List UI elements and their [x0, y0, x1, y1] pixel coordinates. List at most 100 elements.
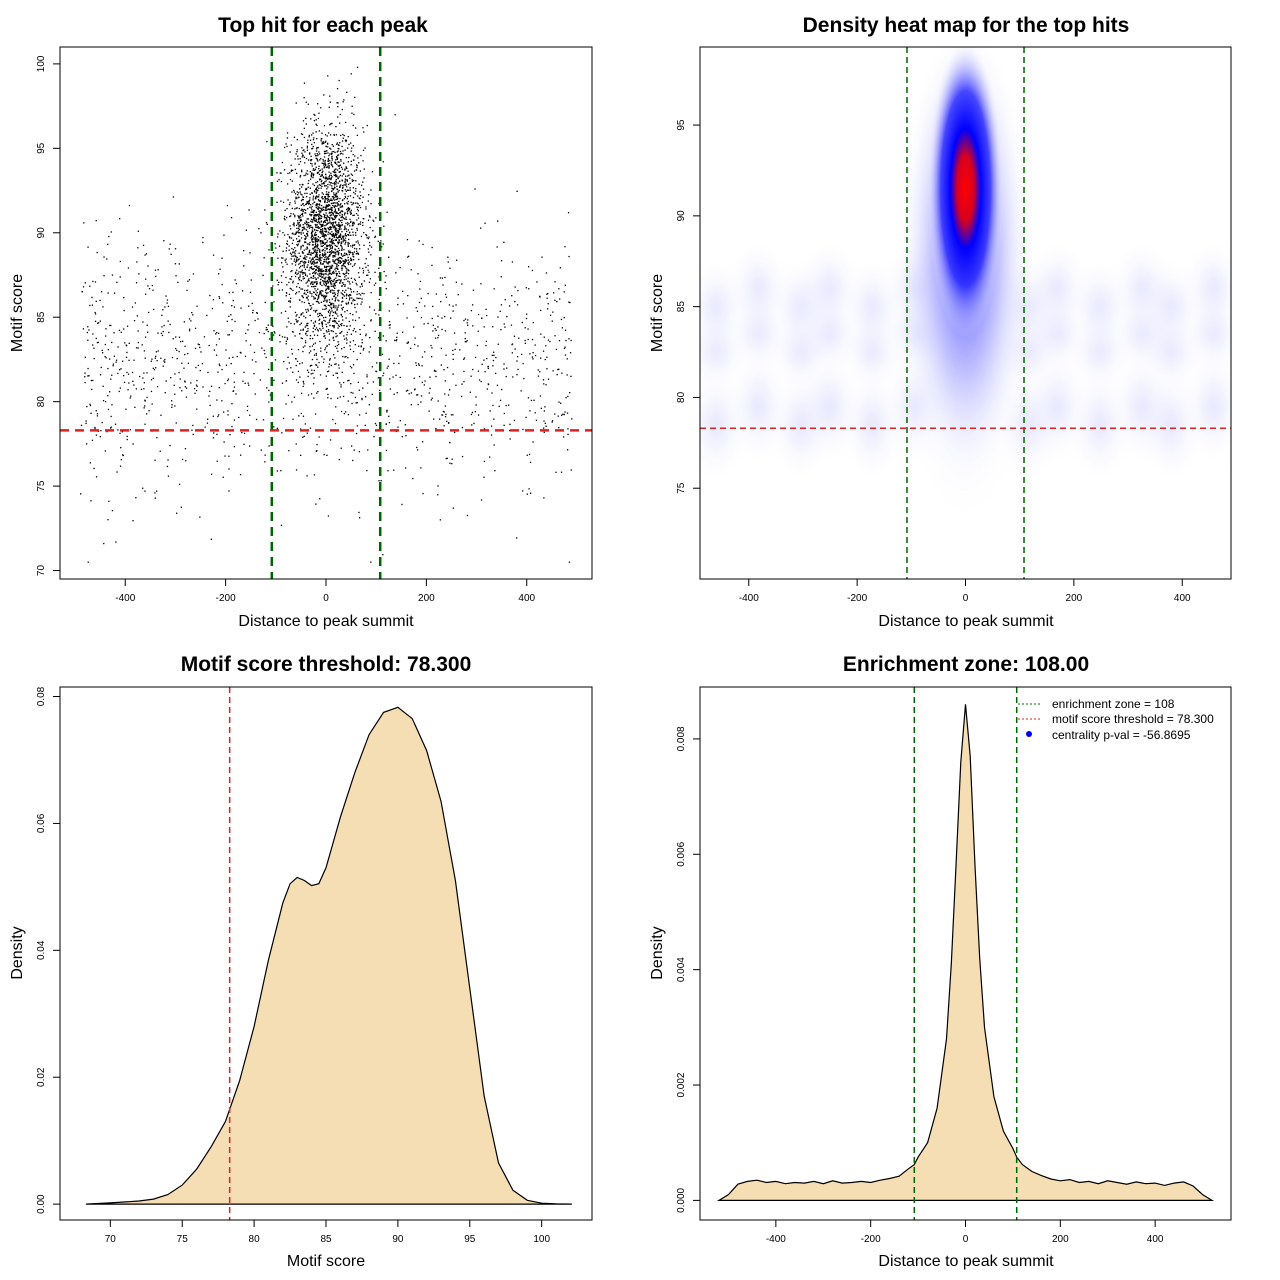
scatter-point	[311, 262, 314, 264]
scatter-point	[227, 334, 229, 336]
scatter-point	[318, 151, 320, 153]
scatter-point	[335, 272, 337, 275]
scatter-point	[295, 198, 297, 200]
scatter-point	[352, 300, 354, 302]
scatter-point	[343, 413, 345, 415]
scatter-point	[320, 322, 323, 324]
scatter-point	[296, 197, 298, 199]
scatter-point	[348, 174, 350, 176]
scatter-point	[347, 245, 349, 247]
scatter-point	[311, 143, 313, 146]
scatter-point	[321, 197, 323, 199]
scatter-point	[338, 320, 340, 322]
scatter-point	[327, 167, 330, 169]
scatter-point	[370, 254, 372, 256]
scatter-point	[327, 265, 329, 268]
scatter-point	[312, 211, 314, 213]
scatter-point	[389, 324, 391, 326]
scatter-point	[329, 101, 331, 103]
scatter-point	[333, 251, 335, 253]
scatter-point	[320, 275, 322, 277]
scatter-point	[274, 332, 276, 334]
scatter-point	[301, 271, 304, 273]
scatter-point	[365, 396, 367, 398]
scatter-point	[353, 223, 355, 225]
scatter-point	[343, 218, 346, 220]
scatter-point	[185, 387, 188, 389]
scatter-point	[382, 375, 384, 377]
distance-density-curve	[716, 704, 1215, 1201]
scatter-point	[300, 337, 302, 339]
scatter-point	[447, 422, 450, 424]
scatter-point	[452, 349, 454, 352]
scatter-point	[326, 280, 328, 282]
scatter-point	[341, 205, 343, 207]
scatter-point	[338, 204, 340, 206]
scatter-point	[187, 362, 189, 364]
scatter-point	[319, 231, 321, 233]
scatter-point	[177, 281, 179, 283]
scatter-point	[316, 155, 318, 157]
scatter-point	[312, 173, 314, 175]
scatter-point	[164, 361, 166, 363]
scatter-point	[322, 244, 324, 247]
scatter-point	[192, 273, 195, 275]
scatter-point	[267, 330, 269, 333]
scatter-point	[446, 457, 448, 459]
scatter-point	[231, 305, 233, 307]
scatter-point	[378, 298, 380, 301]
scatter-point	[289, 301, 291, 303]
scatter-point	[351, 297, 353, 299]
scatter-point	[543, 410, 545, 412]
scatter-point	[275, 247, 277, 249]
scatter-point	[338, 209, 340, 211]
scatter-point	[321, 204, 323, 207]
scatter-point	[313, 261, 315, 263]
scatter-point	[297, 272, 299, 275]
scatter-point	[173, 384, 175, 386]
scatter-point	[352, 244, 354, 246]
scatter-point	[325, 228, 327, 230]
scatter-point	[358, 258, 360, 261]
scatter-point	[333, 325, 335, 327]
scatter-point	[338, 249, 341, 252]
scatter-point	[356, 229, 358, 231]
scatter-point	[348, 253, 350, 256]
scatter-point	[117, 372, 119, 375]
scatter-point	[299, 333, 301, 335]
scatter-point	[334, 283, 336, 285]
scatter-point	[511, 352, 513, 354]
scatter-point	[334, 255, 336, 257]
scatter-point	[318, 302, 320, 304]
scatter-point	[322, 300, 325, 302]
scatter-point	[446, 366, 449, 369]
scatter-point	[413, 377, 415, 379]
scatter-point	[94, 313, 97, 315]
scatter-point	[554, 281, 556, 283]
scatter-point	[500, 304, 503, 306]
scatter-point	[342, 260, 345, 262]
scatter-point	[338, 79, 340, 82]
scatter-point	[268, 389, 270, 392]
scatter-point	[84, 381, 86, 384]
scatter-point	[367, 449, 369, 451]
scatter-point	[299, 276, 301, 278]
scatter-point	[347, 203, 349, 205]
scatter-point	[311, 281, 314, 283]
scatter-point	[299, 255, 302, 257]
scatter-point	[568, 255, 570, 258]
scatter-point	[455, 304, 457, 306]
scatter-point	[320, 228, 322, 231]
scatter-point	[342, 306, 344, 309]
scatter-point	[353, 264, 355, 266]
scatter-point	[349, 341, 351, 343]
scatter-point	[311, 232, 313, 235]
scatter-point	[452, 414, 454, 416]
scatter-point	[331, 264, 333, 266]
scatter-point	[326, 454, 328, 456]
scatter-point	[342, 210, 344, 213]
scatter-point	[336, 307, 338, 309]
scatter-point	[309, 213, 311, 215]
scatter-point	[414, 343, 416, 346]
scatter-point	[199, 346, 201, 349]
